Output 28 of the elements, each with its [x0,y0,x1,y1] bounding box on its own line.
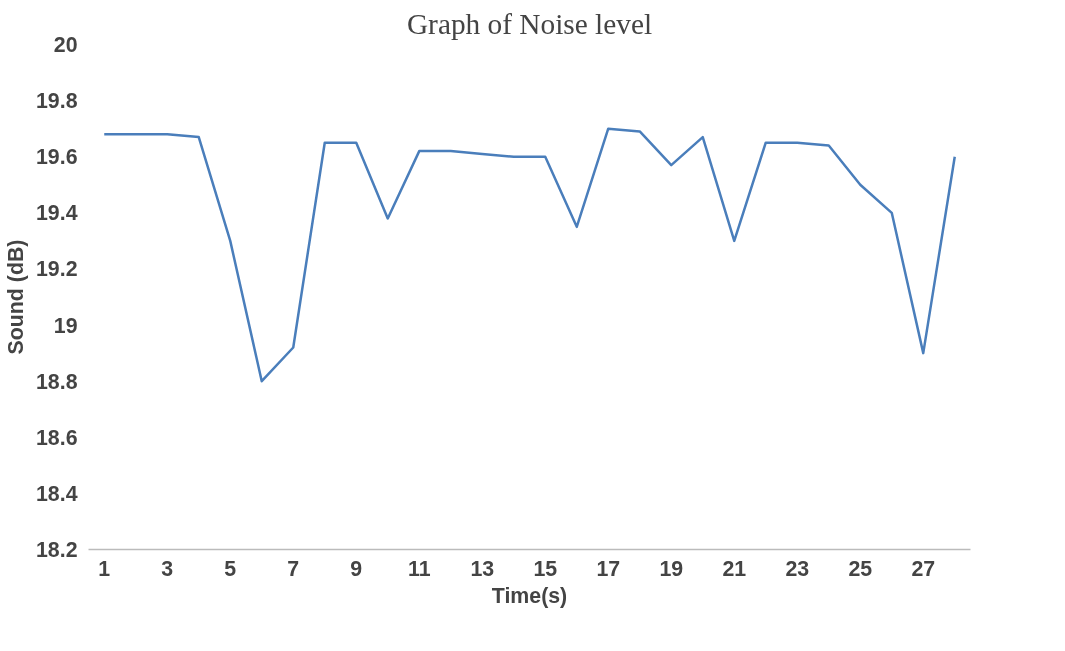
x-tick-label: 7 [287,556,300,581]
y-axis-title: Sound (dB) [3,239,28,355]
x-tick-label: 9 [350,556,363,581]
y-tick-label: 19.8 [35,89,78,114]
x-tick-label: 3 [161,556,174,581]
y-tick-label: 19.6 [35,145,78,170]
y-tick-label: 20 [53,33,78,57]
chart-title: Graph of Noise level [406,7,653,40]
x-tick-label: 15 [533,556,558,581]
y-tick-label: 18.4 [35,481,78,506]
x-tick-label: 17 [596,556,621,581]
y-tick-label: 19 [53,313,78,338]
y-tick-label: 18.2 [35,538,78,562]
x-tick-label: 25 [848,556,873,581]
x-tick-label: 27 [911,556,936,581]
x-tick-label: 5 [224,556,237,581]
x-tick-label: 21 [722,556,747,581]
y-tick-label: 18.8 [35,369,78,394]
line-series [103,127,956,383]
x-tick-label: 11 [407,556,431,581]
x-tick-label: 1 [98,556,111,581]
x-axis-title: Time(s) [491,583,568,608]
x-tick-label: 23 [785,556,810,581]
y-tick-label: 18.6 [35,425,78,450]
y-tick-label: 19.2 [35,257,78,282]
x-tick-label: 19 [659,556,684,581]
y-tick-label: 19.4 [35,201,78,226]
x-tick-label: 13 [470,556,495,581]
